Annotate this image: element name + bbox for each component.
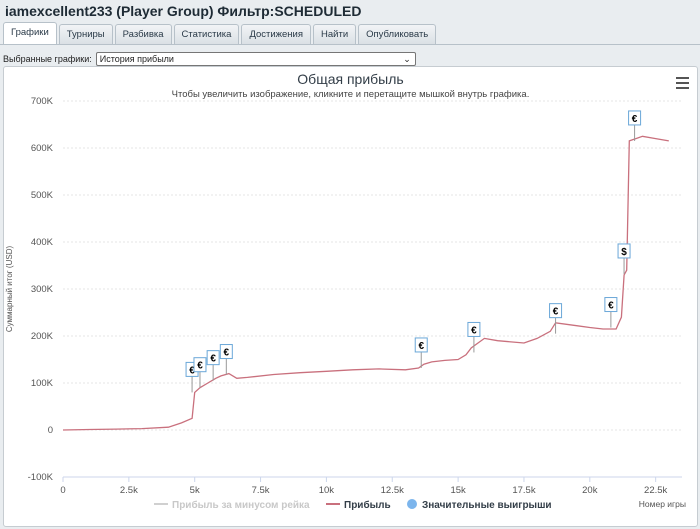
x-tick-label: 20k [582, 485, 598, 496]
win-flag [628, 110, 642, 126]
tab-search[interactable]: Найти [313, 24, 357, 45]
x-tick-label: 10k [319, 485, 335, 496]
profit-chart[interactable]: -100K 0 100K 200K 300K 400K 500K 600K 700K 0 2.5k 5… [4, 67, 697, 526]
page-title: iamexcellent233 (Player Group) Фильтр:SC… [5, 3, 362, 19]
tab-statistics[interactable]: Статистика [173, 24, 240, 45]
win-flag-label: € [418, 341, 424, 352]
win-flag [219, 344, 233, 360]
tab-breakdown[interactable]: Разбивка [114, 24, 172, 45]
x-tick-label: 17.5k [512, 485, 535, 496]
win-flag [467, 321, 481, 337]
win-flag-label: € [471, 325, 477, 336]
profit-line [62, 135, 669, 431]
x-axis-title: Номер игры [639, 499, 686, 509]
chart-title: Общая прибыль [297, 71, 404, 87]
tab-achievements[interactable]: Достижения [241, 24, 312, 45]
win-flag-label: € [224, 348, 230, 359]
chart-subtitle: Чтобы увеличить изображение, кликните и … [171, 89, 530, 100]
win-flag [206, 350, 220, 366]
win-flag-label: € [189, 365, 195, 376]
x-tick-label: 2.5k [120, 485, 138, 496]
win-flag-label: € [553, 307, 559, 318]
x-tick-label: 0 [60, 485, 65, 496]
x-tick-label: 15k [450, 485, 466, 496]
y-tick-label: 0 [48, 425, 53, 436]
y-tick-label: 100K [31, 378, 54, 389]
chart-selector-label: Выбранные графики: [3, 54, 92, 64]
legend-wins-swatch [407, 499, 417, 509]
win-flag-label: € [197, 361, 203, 372]
chart-selector-row: Выбранные графики: История прибыли ⌄ [3, 52, 416, 66]
tab-divider [0, 44, 700, 45]
y-tick-label: 500K [31, 190, 54, 201]
win-flag-label: $ [621, 247, 627, 258]
chart-select-value: История прибыли [99, 54, 174, 64]
win-flag-label: € [608, 301, 614, 312]
y-tick-label: 200K [31, 331, 54, 342]
y-axis-title: Суммарный итог (USD) [5, 246, 14, 333]
chart-select[interactable]: История прибыли ⌄ [95, 52, 416, 66]
x-tick-label: 7.5k [252, 485, 270, 496]
y-tick-label: 300K [31, 284, 54, 295]
legend-profit-label: Прибыль [344, 499, 391, 511]
win-flag [414, 337, 428, 353]
y-tick-label: 700K [31, 96, 54, 107]
hamburger-menu-icon[interactable] [676, 77, 689, 92]
tab-publish[interactable]: Опубликовать [358, 24, 437, 45]
x-tick-label: 5k [190, 485, 200, 496]
x-tick-label: 22.5k [644, 485, 667, 496]
tab-bar: Графики Турниры Разбивка Статистика Дост… [3, 22, 437, 45]
x-tick-label: 12.5k [381, 485, 404, 496]
y-tick-label: 600K [31, 143, 54, 154]
y-tick-label: -100K [28, 472, 54, 483]
win-flag [193, 357, 207, 373]
tab-tournaments[interactable]: Турниры [58, 24, 113, 45]
chart-panel[interactable]: Общая прибыль Чтобы увеличить изображени… [3, 66, 698, 527]
win-flag [604, 297, 618, 313]
chevron-down-icon: ⌄ [403, 54, 411, 64]
win-flag [549, 303, 563, 319]
y-tick-label: 400K [31, 237, 54, 248]
win-flag [617, 243, 631, 259]
legend-wins-label: Значительные выигрыши [422, 500, 552, 511]
win-flag-label: € [210, 354, 216, 365]
legend-rake-label: Прибыль за минусом рейка [172, 499, 310, 511]
win-flag-label: € [632, 114, 638, 125]
tab-charts[interactable]: Графики [3, 22, 57, 45]
